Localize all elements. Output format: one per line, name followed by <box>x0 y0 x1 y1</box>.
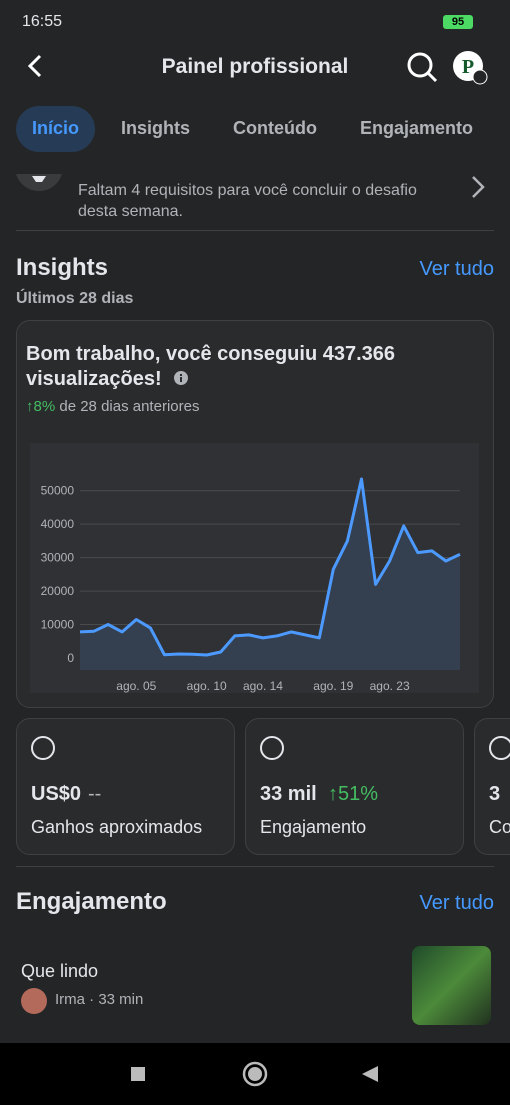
section-title: Engajamento <box>16 888 167 915</box>
x-tick-label: ago. 05 <box>116 679 156 693</box>
metric-icon <box>489 736 510 760</box>
item-title: Que lindo <box>21 961 99 981</box>
tab[interactable]: Início <box>32 118 80 138</box>
tab[interactable]: Conteúdo <box>233 118 317 138</box>
area <box>80 479 460 670</box>
item-meta: Irma · 33 min <box>55 991 144 1008</box>
y-tick-label: 20000 <box>41 584 75 598</box>
info-icon[interactable] <box>173 370 189 386</box>
challenge-icon <box>16 174 62 192</box>
metric-value: US$0 <box>31 783 82 805</box>
see-all[interactable]: Ver tudo <box>419 258 494 280</box>
metric-icon <box>31 736 55 760</box>
challenge-text: Faltam 4 requisitos para você concluir o… <box>78 182 417 220</box>
change-text: de 28 dias anteriores <box>59 398 200 415</box>
challenge-arrow[interactable] <box>468 174 488 200</box>
divider <box>16 230 494 231</box>
tab[interactable]: Engajamento <box>360 118 474 138</box>
x-tick-label: ago. 10 <box>187 679 227 693</box>
tab-active-bg <box>16 106 95 152</box>
page-title: Painel profissional <box>161 55 349 78</box>
metric-change: -- <box>88 783 102 805</box>
y-tick-label: 40000 <box>41 517 75 531</box>
time: 16:55 <box>22 13 63 30</box>
metric-icon <box>260 736 284 760</box>
x-tick-label: ago. 23 <box>370 679 410 693</box>
change: ↑8% <box>26 398 56 415</box>
y-tick-label: 50000 <box>41 484 75 498</box>
y-tick-label: 0 <box>67 651 74 665</box>
profile-avatar[interactable]: P <box>452 50 488 86</box>
metric-label: Co <box>489 817 510 837</box>
x-tick-label: ago. 14 <box>243 679 283 693</box>
item-avatar <box>21 988 47 1014</box>
item-thumbnail[interactable] <box>412 946 491 1025</box>
metric-label: Ganhos aproximados <box>31 817 203 837</box>
see-all[interactable]: Ver tudo <box>419 892 494 914</box>
headline-text: Bom trabalho, você conseguiu 437.366 vis… <box>26 343 396 390</box>
divider <box>16 866 494 867</box>
section-title: Insights <box>16 254 109 281</box>
y-tick-label: 30000 <box>41 551 75 565</box>
x-tick-label: ago. 19 <box>313 679 353 693</box>
battery: 95 <box>443 15 473 29</box>
search-button[interactable] <box>405 50 439 84</box>
metric-value: 33 mil <box>260 783 317 805</box>
change-row: ↑8% de 28 dias anteriores <box>26 398 199 415</box>
period: Últimos 28 dias <box>16 290 134 307</box>
y-tick-label: 10000 <box>41 618 75 632</box>
line <box>79 477 461 657</box>
metric-change: ↑51% <box>328 783 379 805</box>
svg-text:P: P <box>462 56 474 78</box>
back-button[interactable] <box>20 50 50 82</box>
metric-label: Engajamento <box>260 817 367 837</box>
metric-value: 3 <box>489 783 501 805</box>
nav-buttons[interactable] <box>120 1058 390 1090</box>
tab[interactable]: Insights <box>121 118 191 138</box>
chart: 0 10000 20000 30000 40000 50000 ago. 05 ago. 10… <box>30 443 479 693</box>
headline: Bom trabalho, você conseguiu 437.366 vis… <box>26 342 446 392</box>
